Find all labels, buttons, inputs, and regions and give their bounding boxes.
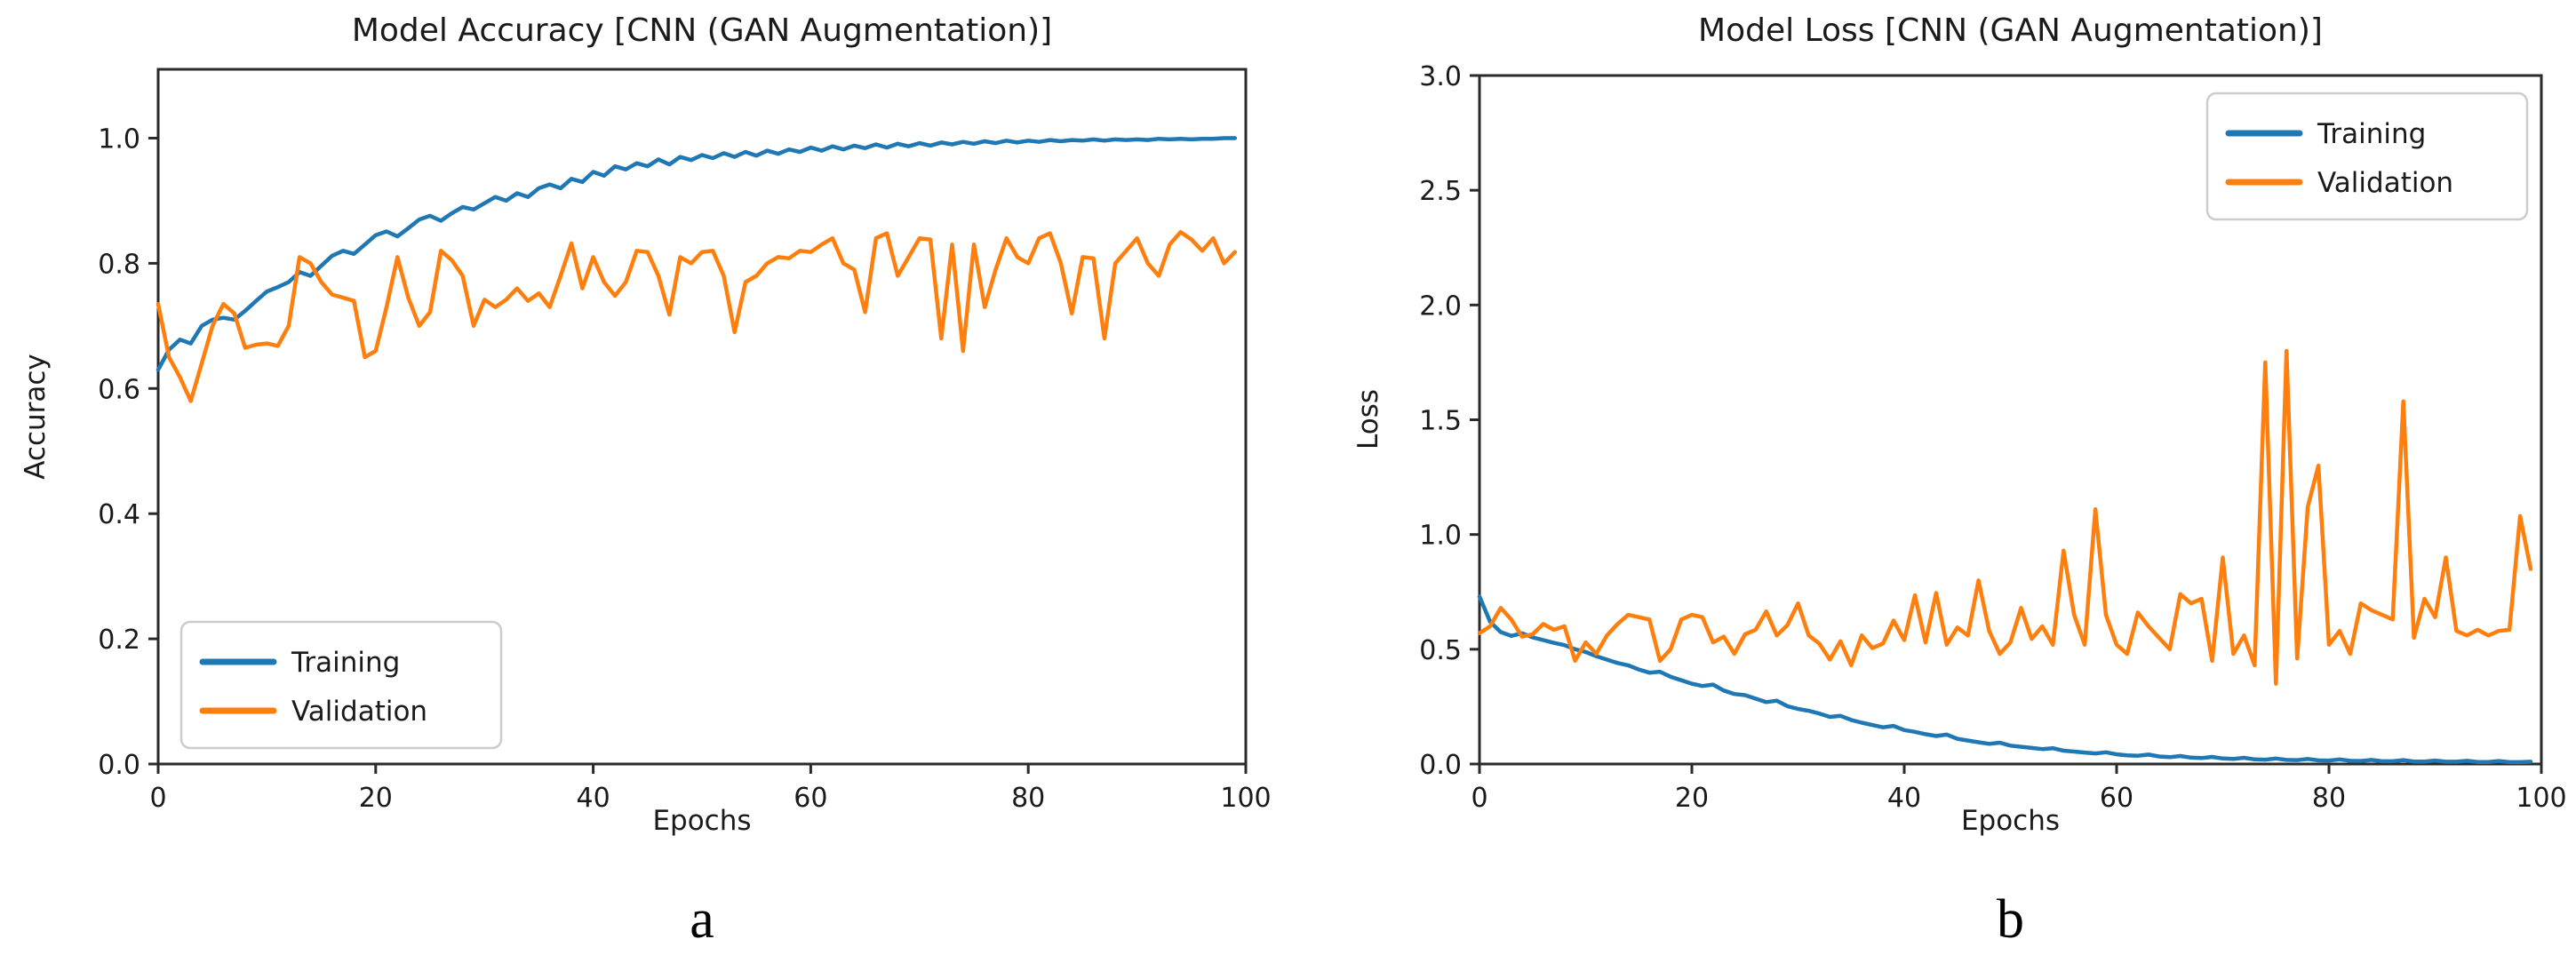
y-tick-label: 1.0 bbox=[98, 123, 140, 155]
x-tick-label: 60 bbox=[794, 783, 827, 814]
y-tick-label: 0.4 bbox=[98, 499, 140, 530]
y-tick-label: 0.8 bbox=[98, 249, 140, 280]
x-tick-label: 40 bbox=[1887, 783, 1921, 814]
line-validation bbox=[156, 229, 1238, 403]
accuracy-y-axis-label: Accuracy bbox=[20, 354, 52, 480]
plot-box bbox=[1478, 74, 2543, 766]
y-tick-label: 2.5 bbox=[1419, 176, 1462, 207]
loss-chart-title: Model Loss [CNN (GAN Augmentation)] bbox=[1698, 12, 2323, 49]
x-tick-label: 20 bbox=[1675, 783, 1709, 814]
legend-label-training: Training bbox=[2317, 118, 2426, 150]
accuracy-x-axis-label: Epochs bbox=[652, 805, 752, 837]
accuracy-chart-panel: 0 20 40 60 80 100 0.0 0.2 0.4 0.6 0.8 1.0 Training Va… bbox=[20, 12, 1272, 950]
loss-plot: 0 20 40 60 80 100 0.0 0.5 1.0 1.5 2.0 2.5 3.0 Trainin… bbox=[1419, 61, 2566, 814]
loss-chart-panel: 0 20 40 60 80 100 0.0 0.5 1.0 1.5 2.0 2.5 3.0 Trainin… bbox=[1288, 0, 2576, 979]
x-tick-label: 60 bbox=[2100, 783, 2133, 814]
legend-box bbox=[2205, 92, 2529, 221]
loss-y-axis-label: Loss bbox=[1352, 389, 1384, 450]
plot-box bbox=[156, 68, 1248, 766]
loss-x-axis-label: Epochs bbox=[1960, 805, 2061, 837]
y-tick-label: 1.5 bbox=[1419, 406, 1462, 437]
y-tick-label: 0.2 bbox=[98, 625, 140, 656]
subfigure-caption-a: a bbox=[690, 889, 714, 950]
x-tick-label: 20 bbox=[359, 783, 393, 814]
x-tick-label: 100 bbox=[1220, 783, 1271, 814]
accuracy-chart-title: Model Accuracy [CNN (GAN Augmentation)] bbox=[351, 12, 1053, 49]
y-tick-label: 0.5 bbox=[1419, 635, 1462, 666]
x-tick-label: 0 bbox=[149, 783, 166, 814]
y-tick-label: 3.0 bbox=[1419, 61, 1462, 92]
y-tick-label: 0.0 bbox=[1419, 750, 1462, 781]
line-training bbox=[1477, 594, 2533, 765]
x-tick-label: 80 bbox=[1011, 783, 1045, 814]
y-tick-label: 0.6 bbox=[98, 374, 140, 405]
legend-label-training: Training bbox=[291, 647, 400, 679]
y-tick-label: 2.0 bbox=[1419, 291, 1462, 322]
x-tick-label: 100 bbox=[2516, 783, 2566, 814]
legend-box bbox=[179, 620, 503, 750]
y-tick-label: 1.0 bbox=[1419, 521, 1462, 552]
x-tick-label: 0 bbox=[1471, 783, 1487, 814]
legend-label-validation: Validation bbox=[291, 696, 427, 728]
line-validation bbox=[1477, 348, 2533, 686]
y-tick-label: 0.0 bbox=[98, 750, 140, 781]
accuracy-plot: 0 20 40 60 80 100 0.0 0.2 0.4 0.6 0.8 1.0 Training Va… bbox=[98, 68, 1272, 814]
x-tick-label: 80 bbox=[2312, 783, 2346, 814]
subfigure-caption-b: b bbox=[1997, 889, 2024, 950]
line-training bbox=[156, 136, 1238, 372]
legend-label-validation: Validation bbox=[2317, 167, 2453, 199]
x-tick-label: 40 bbox=[577, 783, 610, 814]
